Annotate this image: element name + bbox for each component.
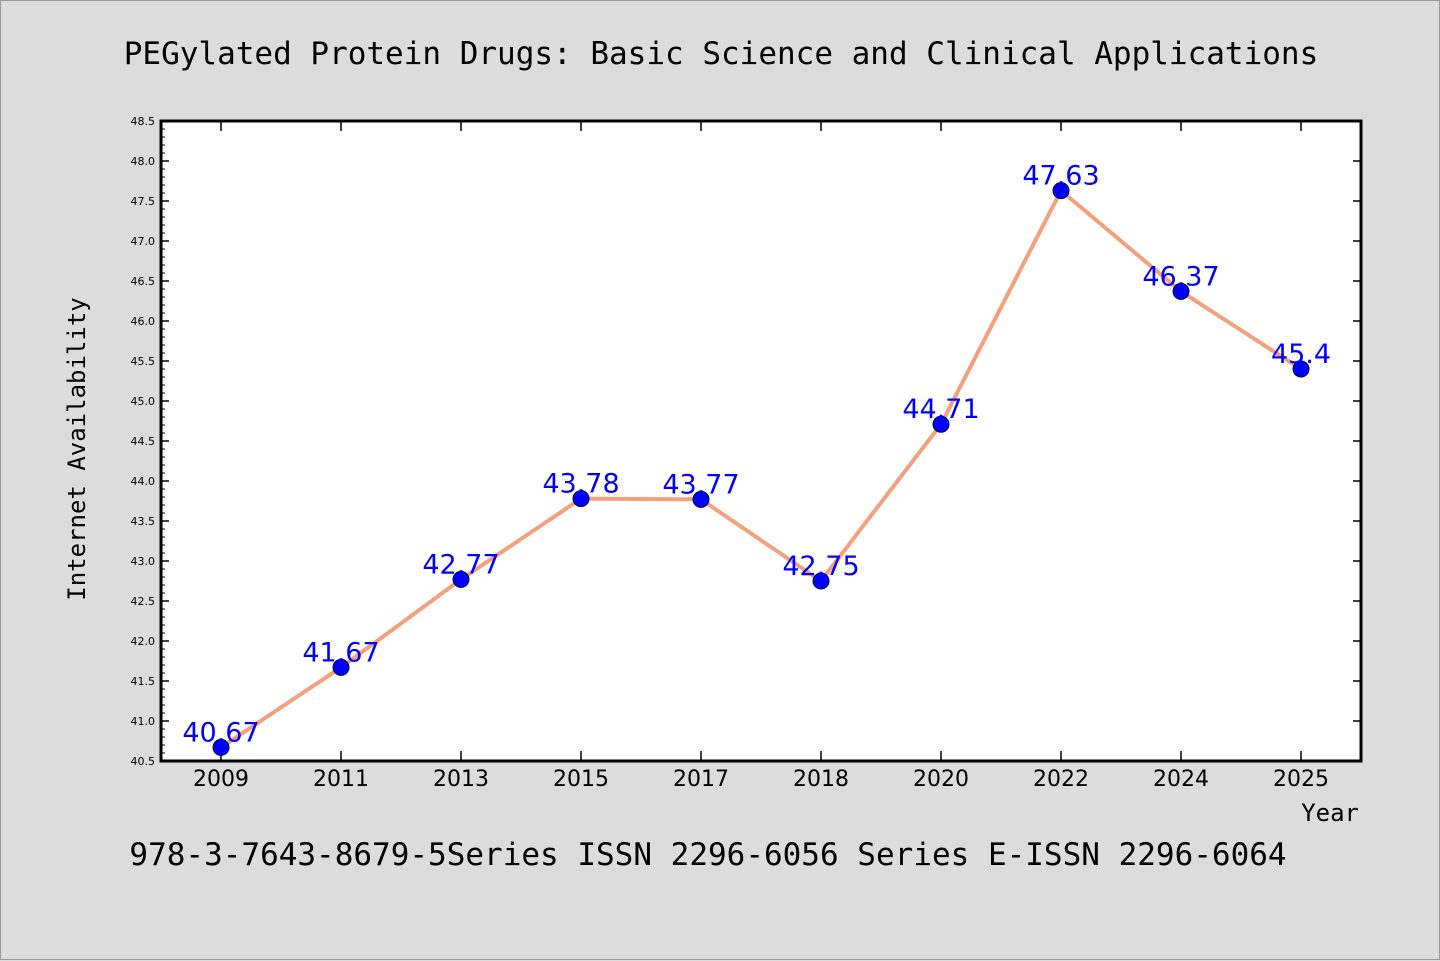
data-series: 40.67 41.67 42.77 43.78 43.77 42.75 44.71 47.63…	[182, 161, 1331, 756]
x-tick-label: 2015	[553, 767, 609, 792]
y-tick-label: 48.5	[131, 115, 156, 128]
y-tick-label: 46.5	[131, 275, 156, 288]
y-tick-label: 47.5	[131, 195, 156, 208]
y-tick-label: 46.0	[131, 315, 156, 328]
x-tick-label: 2022	[1033, 767, 1089, 792]
data-label: 46.37	[1142, 261, 1219, 292]
data-point	[332, 658, 350, 676]
data-point	[1172, 282, 1190, 300]
data-point	[452, 570, 470, 588]
y-tick-label: 41.0	[131, 715, 156, 728]
data-label: 40.67	[182, 717, 259, 748]
y-tick-label: 45.5	[131, 355, 156, 368]
y-tick-label: 44.5	[131, 435, 156, 448]
x-tick-label: 2024	[1153, 767, 1209, 792]
x-tick-label: 2020	[913, 767, 969, 792]
series-line	[219, 188, 1303, 750]
data-label: 43.78	[542, 469, 619, 500]
data-point	[1292, 360, 1310, 378]
chart-title: PEGylated Protein Drugs: Basic Science a…	[124, 36, 1318, 72]
y-axis-label: Internet Availability	[63, 297, 91, 600]
data-label: 41.67	[302, 637, 379, 668]
data-point	[572, 490, 590, 508]
x-tick-label: 2017	[673, 767, 729, 792]
y-tick-label: 43.5	[131, 515, 156, 528]
x-tick-label: 2009	[193, 767, 249, 792]
y-axis: 40.5 41.0 41.5 42.0 42.5 43.0 43.5 44.0 44.5 45.0…	[131, 115, 1361, 768]
data-label: 42.75	[782, 551, 859, 582]
x-tick-label: 2025	[1273, 767, 1329, 792]
data-label: 45.4	[1271, 339, 1331, 370]
x-tick-label: 2011	[313, 767, 369, 792]
y-tick-label: 47.0	[131, 235, 156, 248]
data-point	[932, 415, 950, 433]
data-label: 43.77	[662, 469, 739, 500]
y-tick-label: 45.0	[131, 395, 156, 408]
data-label: 47.63	[1022, 161, 1099, 192]
data-point	[1052, 182, 1070, 200]
data-point	[812, 572, 830, 590]
footer-text: 978-3-7643-8679-5Series ISSN 2296-6056 S…	[129, 837, 1286, 873]
y-tick-label: 41.5	[131, 675, 156, 688]
y-tick-label: 42.0	[131, 635, 156, 648]
y-tick-label: 44.0	[131, 475, 156, 488]
data-label: 42.77	[422, 549, 499, 580]
y-tick-label: 42.5	[131, 595, 156, 608]
y-tick-label: 43.0	[131, 555, 156, 568]
x-tick-label: 2013	[433, 767, 489, 792]
x-axis: 2009 2011 2013 2015 2017 2018 2020 2022 2024 2025	[193, 121, 1329, 792]
y-tick-label: 48.0	[131, 155, 156, 168]
data-point	[692, 490, 710, 508]
x-axis-label: Year	[1301, 799, 1359, 827]
data-label: 44.71	[902, 394, 979, 425]
x-tick-label: 2018	[793, 767, 849, 792]
data-point	[212, 738, 230, 756]
y-tick-label: 40.5	[131, 755, 156, 768]
